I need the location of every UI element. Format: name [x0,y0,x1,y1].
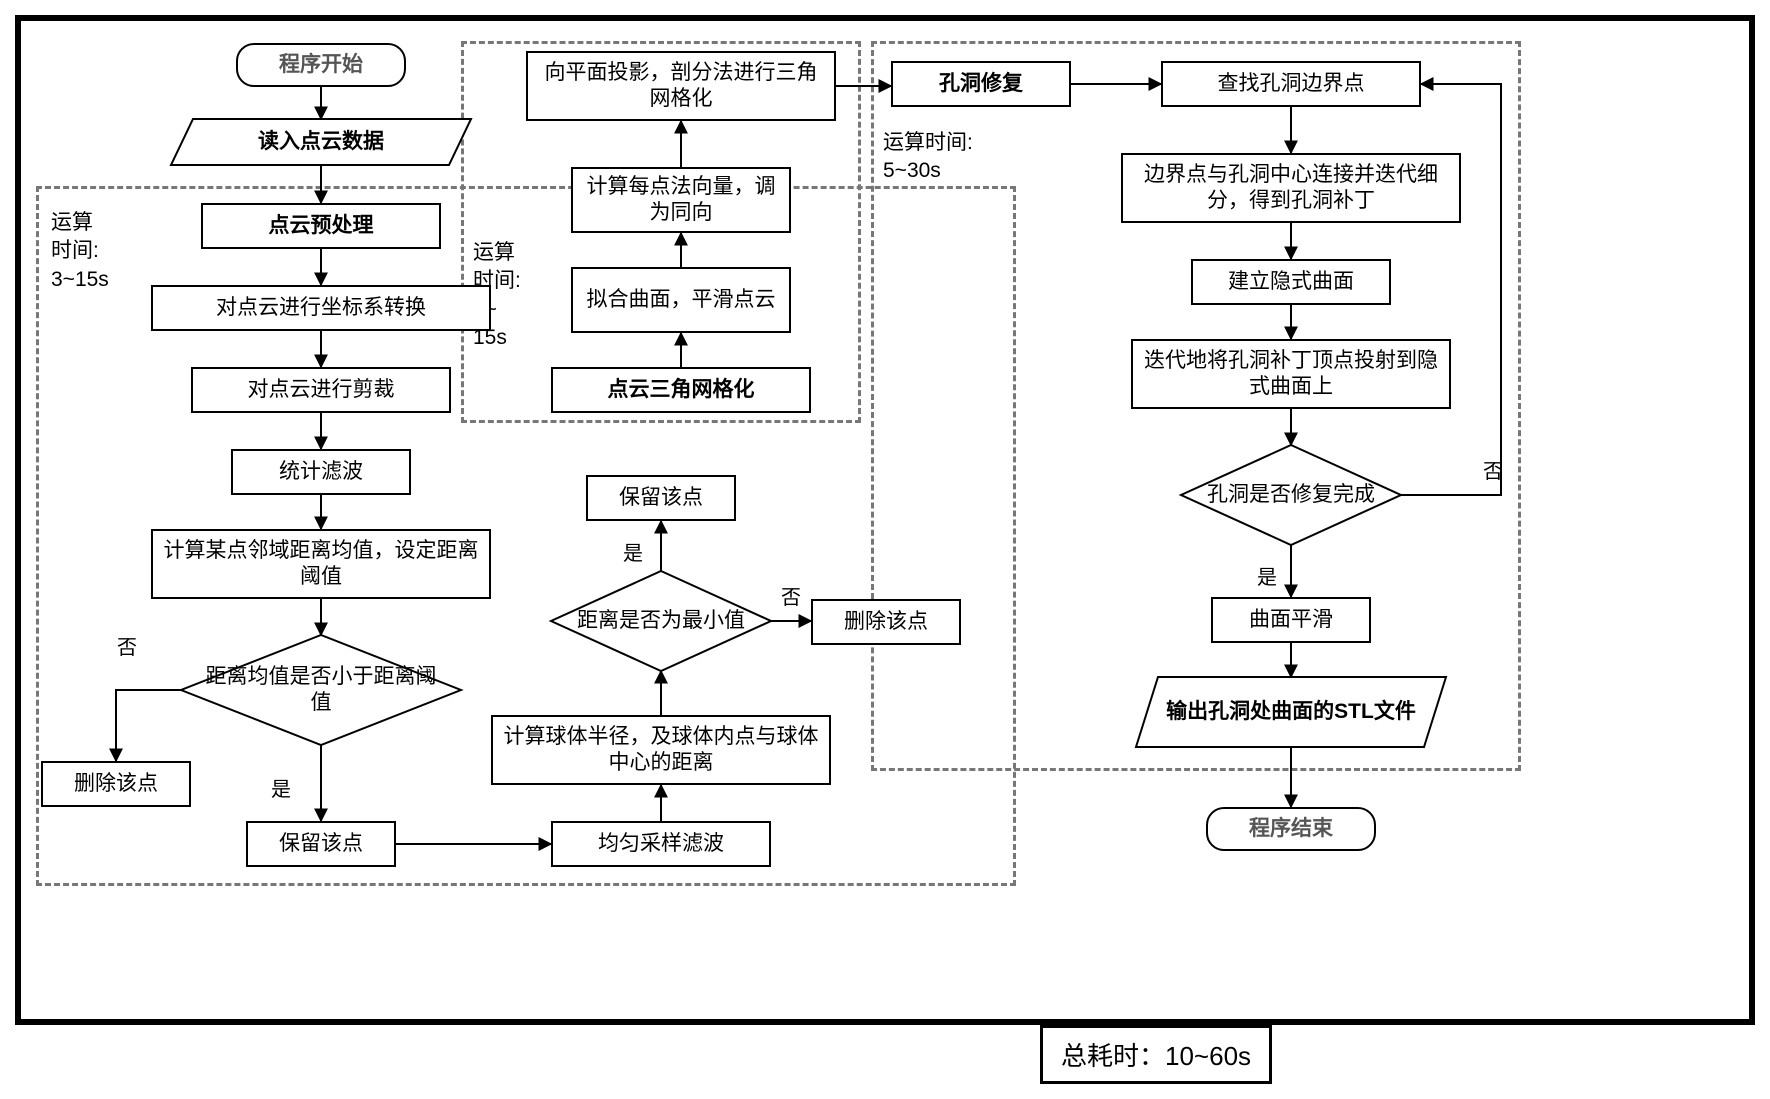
node-min_dist_dec: 距离是否为最小值 [551,571,771,671]
node-delete_pt2: 删除该点 [811,599,961,645]
node-end: 程序结束 [1206,807,1376,851]
label-yes1: 是 [271,773,291,802]
timing-preprocess: 运算时间:3~15s [51,209,109,294]
node-delete_pt1: 删除该点 [41,761,191,807]
node-hole_done_dec: 孔洞是否修复完成 [1181,445,1401,545]
node-keep_pt1: 保留该点 [246,821,396,867]
node-stat_filter: 统计滤波 [231,449,411,495]
node-hole_repair: 孔洞修复 [891,61,1071,107]
node-coord_transform: 对点云进行坐标系转换 [151,285,491,331]
node-fit_surface: 拟合曲面，平滑点云 [571,267,791,333]
node-start: 程序开始 [236,43,406,87]
node-read_pc: 读入点云数据 [171,119,471,165]
node-crop: 对点云进行剪裁 [191,367,451,413]
node-proj_tri: 向平面投影，剖分法进行三角网格化 [526,51,836,121]
node-boundary_iter: 边界点与孔洞中心连接并迭代细分，得到孔洞补丁 [1121,153,1461,223]
node-project_patch: 迭代地将孔洞补丁顶点投射到隐式曲面上 [1131,339,1451,409]
node-surf_smooth: 曲面平滑 [1211,597,1371,643]
node-uniform_sample: 均匀采样滤波 [551,821,771,867]
node-preprocess_title: 点云预处理 [201,203,441,249]
node-find_boundary: 查找孔洞边界点 [1161,61,1421,107]
node-triangulate_title: 点云三角网格化 [551,367,811,413]
edge-hole_done_dec-find_boundary [1401,84,1501,495]
node-implicit_surface: 建立隐式曲面 [1191,259,1391,305]
node-output_stl: 输出孔洞处曲面的STL文件 [1136,677,1446,747]
label-yes2: 是 [623,537,643,566]
label-no3: 否 [1483,455,1503,484]
node-calc_neighbor: 计算某点邻域距离均值，设定距离阈值 [151,529,491,599]
label-no1: 否 [117,631,137,660]
outer-frame: 运算时间:3~15s 运算时间:3~15s 运算时间:5~30s 读入点云数据距… [15,15,1755,1025]
edge-dist_decision-delete_pt1 [116,690,181,761]
total-time-box: 总耗时：10~60s [1040,1025,1272,1084]
label-no2: 否 [781,581,801,610]
node-calc_normal: 计算每点法向量，调为同向 [571,167,791,233]
node-keep_pt2: 保留该点 [586,475,736,521]
timing-hole: 运算时间:5~30s [883,129,973,186]
node-dist_decision: 距离均值是否小于距离阈值 [181,635,461,745]
node-calc_sphere: 计算球体半径，及球体内点与球体中心的距离 [491,715,831,785]
label-yes3: 是 [1257,561,1277,590]
